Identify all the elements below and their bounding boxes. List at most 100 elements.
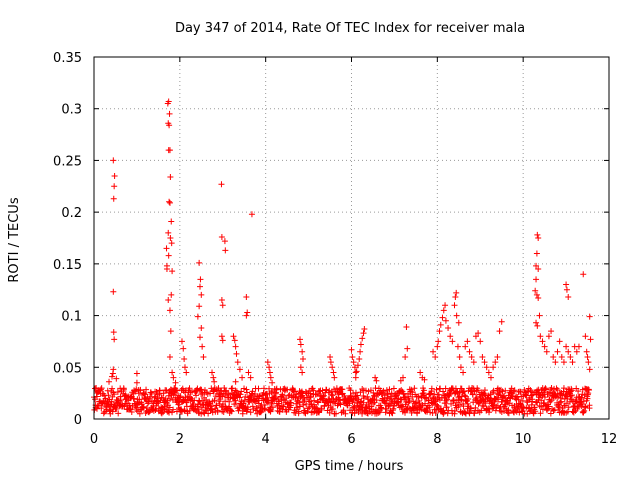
data-point	[479, 402, 486, 409]
data-point	[196, 303, 203, 310]
data-point	[430, 348, 437, 355]
data-point	[481, 387, 488, 394]
data-point	[225, 390, 232, 397]
data-point	[442, 385, 449, 392]
data-point	[106, 378, 113, 385]
data-point	[245, 369, 252, 376]
data-point	[167, 173, 174, 180]
data-point	[183, 369, 190, 376]
data-point	[361, 395, 368, 402]
data-point	[402, 409, 409, 416]
data-point	[128, 408, 135, 415]
data-point	[148, 390, 155, 397]
data-point	[311, 397, 318, 404]
data-point	[244, 389, 251, 396]
data-point	[211, 378, 218, 385]
data-point	[402, 353, 409, 360]
data-point	[288, 399, 295, 406]
data-point	[98, 385, 105, 392]
data-point	[238, 388, 245, 395]
data-point	[455, 396, 462, 403]
data-point	[472, 404, 479, 411]
data-point	[266, 369, 273, 376]
data-point	[504, 399, 511, 406]
data-point	[177, 393, 184, 400]
data-point	[295, 408, 302, 415]
data-point	[207, 390, 214, 397]
data-point	[281, 387, 288, 394]
data-point	[97, 386, 104, 393]
data-point	[550, 353, 557, 360]
data-point	[510, 388, 517, 395]
data-point	[420, 387, 427, 394]
data-point	[385, 403, 392, 410]
data-point	[565, 348, 572, 355]
data-point	[586, 313, 593, 320]
data-point	[110, 195, 117, 202]
data-point	[397, 377, 404, 384]
data-point	[526, 408, 533, 415]
data-point	[243, 293, 250, 300]
data-point	[228, 408, 235, 415]
data-point	[265, 397, 272, 404]
data-point	[383, 387, 390, 394]
data-point	[549, 406, 556, 413]
data-point	[248, 211, 255, 218]
data-point	[390, 385, 397, 392]
data-point	[163, 387, 170, 394]
data-point	[451, 302, 458, 309]
data-point	[585, 387, 592, 394]
data-point	[460, 369, 467, 376]
data-point	[170, 374, 177, 381]
data-point	[475, 387, 482, 394]
data-point	[122, 392, 129, 399]
data-point	[535, 235, 542, 241]
data-point	[479, 353, 486, 360]
data-point	[435, 338, 442, 345]
x-tick-label: 10	[515, 432, 532, 447]
data-point	[170, 406, 177, 413]
data-point	[213, 402, 220, 409]
data-point	[232, 387, 239, 394]
data-point	[168, 291, 175, 298]
data-point	[330, 369, 337, 376]
data-point	[492, 359, 499, 366]
data-point	[296, 403, 303, 410]
data-point	[172, 379, 179, 386]
data-point	[239, 374, 246, 381]
data-point	[186, 407, 193, 414]
data-point	[565, 293, 572, 300]
data-point	[218, 297, 225, 304]
data-point	[371, 393, 378, 400]
data-point	[176, 394, 183, 401]
data-point	[462, 343, 469, 350]
x-axis-label: GPS time / hours	[295, 459, 404, 474]
data-point	[582, 403, 589, 410]
data-point	[279, 392, 286, 399]
data-point	[437, 321, 444, 328]
data-point	[247, 374, 254, 381]
data-point	[432, 410, 439, 417]
data-point	[166, 110, 173, 117]
data-point	[320, 392, 327, 399]
data-point	[583, 348, 590, 355]
data-point	[513, 408, 520, 415]
data-point	[514, 406, 521, 413]
data-point	[357, 341, 364, 348]
data-point	[537, 333, 544, 340]
data-point	[418, 406, 425, 413]
data-point	[421, 376, 428, 383]
data-point	[218, 181, 225, 188]
data-point	[167, 235, 174, 241]
data-point	[554, 394, 561, 401]
data-point	[573, 348, 580, 355]
data-point	[223, 387, 230, 394]
data-point	[297, 341, 304, 348]
data-point	[109, 370, 116, 377]
data-point	[535, 386, 542, 393]
data-point	[427, 409, 434, 416]
data-point	[357, 399, 364, 406]
data-point	[301, 407, 308, 414]
data-point	[468, 405, 475, 412]
data-point	[380, 387, 387, 394]
